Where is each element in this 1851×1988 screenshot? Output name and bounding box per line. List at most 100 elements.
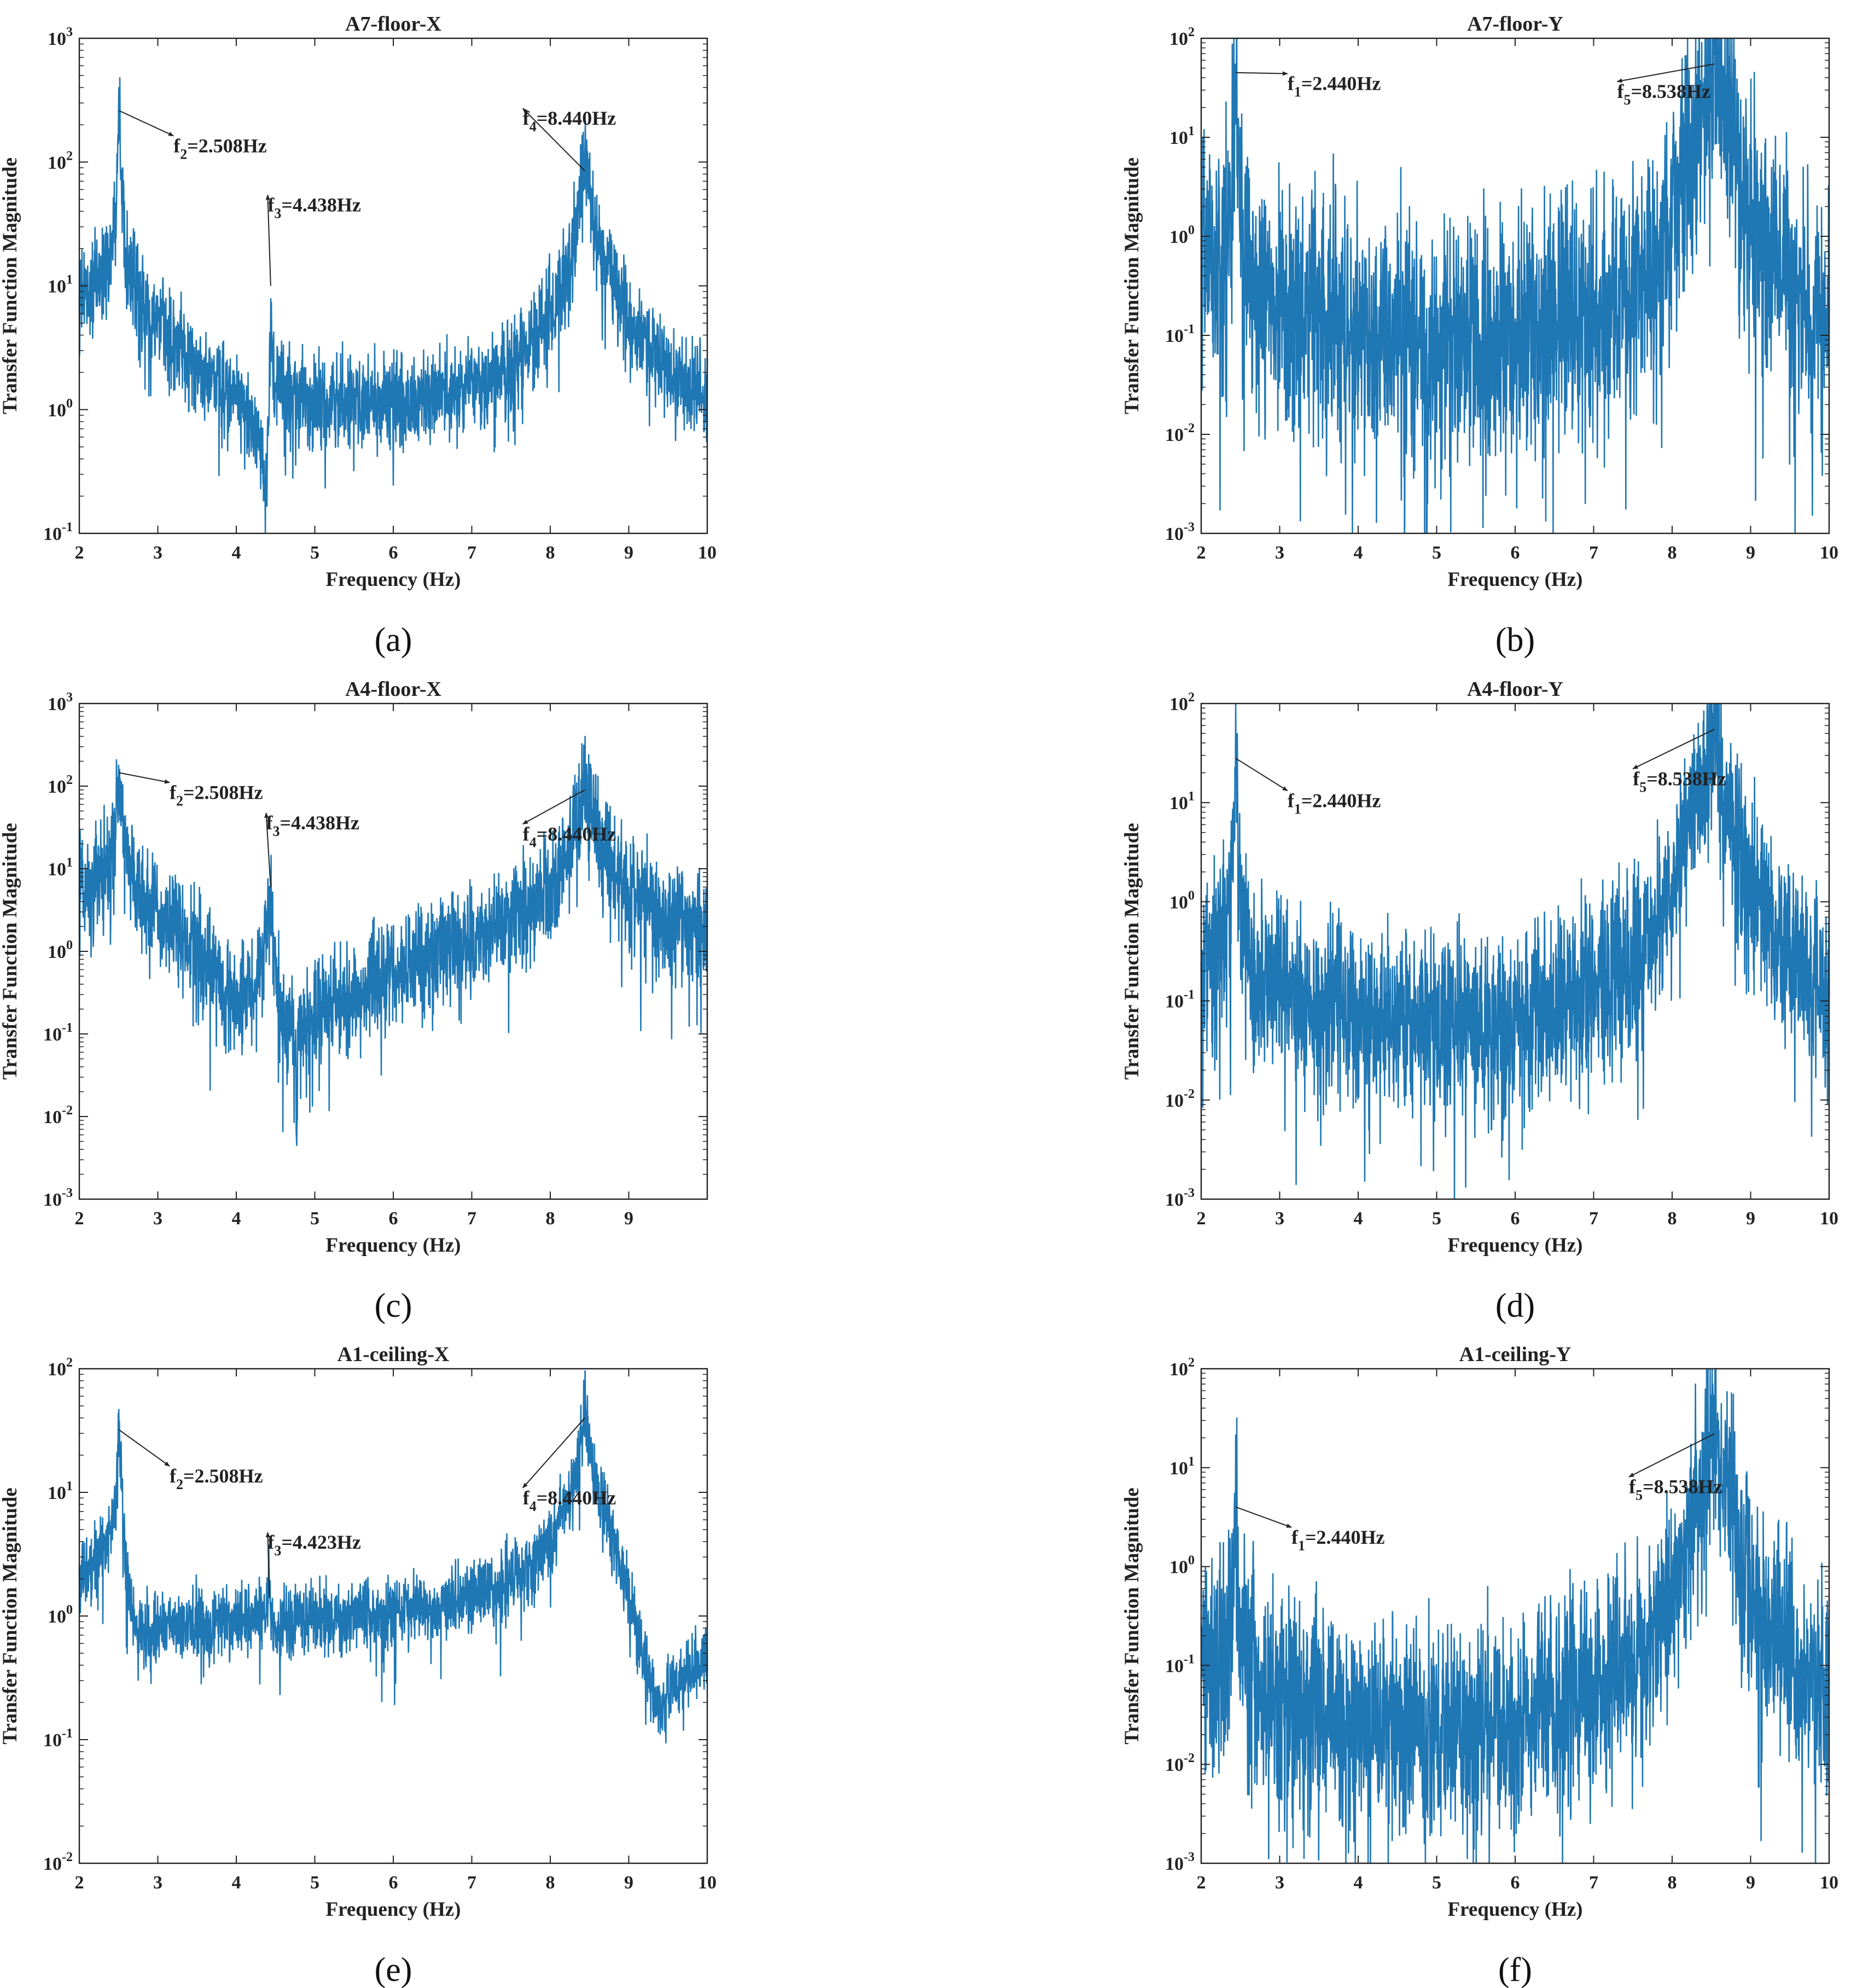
x-axis-label: Frequency (Hz) bbox=[326, 568, 461, 591]
x-tick-label: 3 bbox=[1275, 1873, 1284, 1893]
y-axis-label: Transfer Function Magnitude bbox=[1121, 823, 1143, 1079]
x-tick-label: 4 bbox=[232, 543, 241, 563]
data-series-line bbox=[1200, 37, 1830, 534]
y-tick-label: 10-2 bbox=[1165, 1087, 1195, 1111]
y-tick-label: 10-1 bbox=[1165, 1652, 1195, 1676]
x-tick-label: 5 bbox=[1432, 1208, 1441, 1229]
annotation-arrow bbox=[1236, 71, 1288, 76]
y-tick-label: 10-3 bbox=[1165, 1186, 1195, 1210]
x-tick-label: 5 bbox=[310, 1208, 319, 1229]
peak-annotation: f4=8.440Hz bbox=[523, 107, 616, 135]
x-tick-label: 9 bbox=[1746, 1208, 1755, 1229]
y-tick-label: 102 bbox=[1169, 1356, 1195, 1380]
peak-annotation: f3=4.423Hz bbox=[267, 1531, 361, 1559]
x-tick-label: 3 bbox=[153, 543, 162, 563]
y-tick-label: 102 bbox=[48, 1356, 73, 1380]
annotation-arrow bbox=[522, 789, 585, 825]
chart-panel-6: 2 3 4 5 6 7 8 9 10 10-3 10-2 10-1 100 101 102 A1-ceilin… bbox=[1121, 1343, 1838, 1988]
chart-title: A7-floor-Y bbox=[1467, 13, 1563, 36]
x-tick-label: 7 bbox=[1589, 1873, 1598, 1893]
x-tick-label: 10 bbox=[1820, 543, 1838, 563]
x-axis-label: Frequency (Hz) bbox=[1448, 1234, 1583, 1257]
panel-label: (c) bbox=[375, 1287, 412, 1324]
y-tick-label: 10-3 bbox=[1165, 1850, 1195, 1874]
x-tick-label: 7 bbox=[467, 1208, 476, 1229]
data-series-line bbox=[78, 77, 708, 534]
peak-annotation: f4=8.440Hz bbox=[523, 823, 616, 850]
x-tick-label: 2 bbox=[75, 1873, 84, 1893]
peak-annotation: f5=8.538Hz bbox=[1617, 80, 1711, 108]
y-tick-label: 102 bbox=[1169, 25, 1195, 49]
annotation-arrow bbox=[265, 1532, 270, 1598]
y-tick-label: 100 bbox=[48, 938, 73, 962]
annotation-arrow bbox=[264, 812, 271, 887]
y-tick-label: 101 bbox=[1169, 789, 1195, 813]
x-tick-label: 2 bbox=[75, 543, 84, 563]
chart-panel-5: 2 3 4 5 6 7 8 9 10 10-2 10-1 100 101 102 A1-ceiling-X F… bbox=[0, 1343, 717, 1988]
chart-panel-2: 2 3 4 5 6 7 8 9 10 10-3 10-2 10-1 100 101 102 A7-floor-… bbox=[1121, 13, 1838, 659]
y-tick-label: 101 bbox=[48, 1479, 73, 1503]
y-tick-label: 10-1 bbox=[43, 520, 73, 544]
peak-annotation: f2=2.508Hz bbox=[173, 135, 267, 162]
x-tick-label: 2 bbox=[1197, 1208, 1206, 1229]
panel-label: (f) bbox=[1498, 1951, 1532, 1988]
x-tick-label: 3 bbox=[153, 1208, 162, 1229]
x-tick-label: 9 bbox=[1746, 1873, 1755, 1893]
peak-annotation: f1=2.440Hz bbox=[1288, 73, 1381, 100]
y-tick-label: 101 bbox=[48, 856, 73, 880]
data-series-line bbox=[78, 736, 708, 1146]
peak-annotation: f5=8.538Hz bbox=[1633, 768, 1726, 795]
annotation-arrow bbox=[1628, 1433, 1715, 1478]
y-axis-label: Transfer Function Magnitude bbox=[0, 158, 21, 414]
data-series-line bbox=[1200, 1368, 1830, 1864]
peak-annotation: f2=2.508Hz bbox=[170, 1465, 263, 1492]
x-tick-label: 8 bbox=[546, 1208, 555, 1229]
x-tick-label: 7 bbox=[1589, 1208, 1598, 1229]
x-tick-label: 10 bbox=[698, 543, 717, 563]
x-axis-label: Frequency (Hz) bbox=[326, 1898, 461, 1921]
annotation-arrow bbox=[1235, 1506, 1292, 1528]
x-tick-label: 7 bbox=[467, 1873, 476, 1893]
x-tick-label: 2 bbox=[75, 1208, 84, 1229]
y-tick-label: 10-1 bbox=[43, 1727, 73, 1751]
x-tick-label: 6 bbox=[1511, 1208, 1520, 1229]
y-tick-label: 102 bbox=[1169, 690, 1195, 714]
y-tick-label: 101 bbox=[48, 273, 73, 297]
x-tick-label: 7 bbox=[467, 543, 476, 563]
x-tick-label: 3 bbox=[1275, 1208, 1284, 1229]
x-tick-label: 9 bbox=[1746, 543, 1755, 563]
x-tick-label: 6 bbox=[1511, 1873, 1520, 1893]
x-tick-label: 8 bbox=[546, 543, 555, 563]
y-tick-label: 103 bbox=[48, 25, 73, 49]
panel-label: (a) bbox=[375, 621, 412, 659]
x-tick-label: 5 bbox=[1432, 1873, 1441, 1893]
panel-label: (d) bbox=[1495, 1287, 1535, 1324]
annotation-arrow bbox=[522, 1417, 585, 1489]
y-tick-label: 10-2 bbox=[43, 1850, 73, 1874]
x-tick-label: 4 bbox=[1354, 543, 1363, 563]
peak-annotation: f3=4.438Hz bbox=[266, 812, 360, 839]
x-tick-label: 10 bbox=[698, 1873, 717, 1893]
x-tick-label: 3 bbox=[1275, 543, 1284, 563]
x-tick-label: 8 bbox=[1668, 1208, 1677, 1229]
chart-title: A7-floor-X bbox=[345, 13, 441, 36]
y-tick-label: 10-2 bbox=[1165, 1751, 1195, 1775]
panel-label: (e) bbox=[375, 1951, 412, 1988]
y-tick-label: 100 bbox=[1169, 223, 1195, 247]
data-series-line bbox=[78, 1370, 708, 1743]
x-tick-label: 5 bbox=[1432, 543, 1441, 563]
chart-panel-1: 2 3 4 5 6 7 8 9 10 10-1 100 101 102 103 A7-floor-X Freq… bbox=[0, 13, 717, 659]
annotation-arrow bbox=[1632, 729, 1715, 770]
x-tick-label: 10 bbox=[1820, 1208, 1838, 1229]
annotation-arrow bbox=[522, 108, 585, 171]
x-tick-label: 7 bbox=[1589, 543, 1598, 563]
y-tick-label: 10-2 bbox=[43, 1103, 73, 1127]
y-axis-label: Transfer Function Magnitude bbox=[0, 823, 21, 1079]
x-tick-label: 9 bbox=[624, 543, 633, 563]
x-tick-label: 4 bbox=[232, 1208, 241, 1229]
x-tick-label: 3 bbox=[153, 1873, 162, 1893]
y-tick-label: 10-1 bbox=[1165, 988, 1195, 1012]
data-series-line bbox=[1200, 702, 1830, 1200]
x-axis-label: Frequency (Hz) bbox=[1448, 568, 1583, 591]
